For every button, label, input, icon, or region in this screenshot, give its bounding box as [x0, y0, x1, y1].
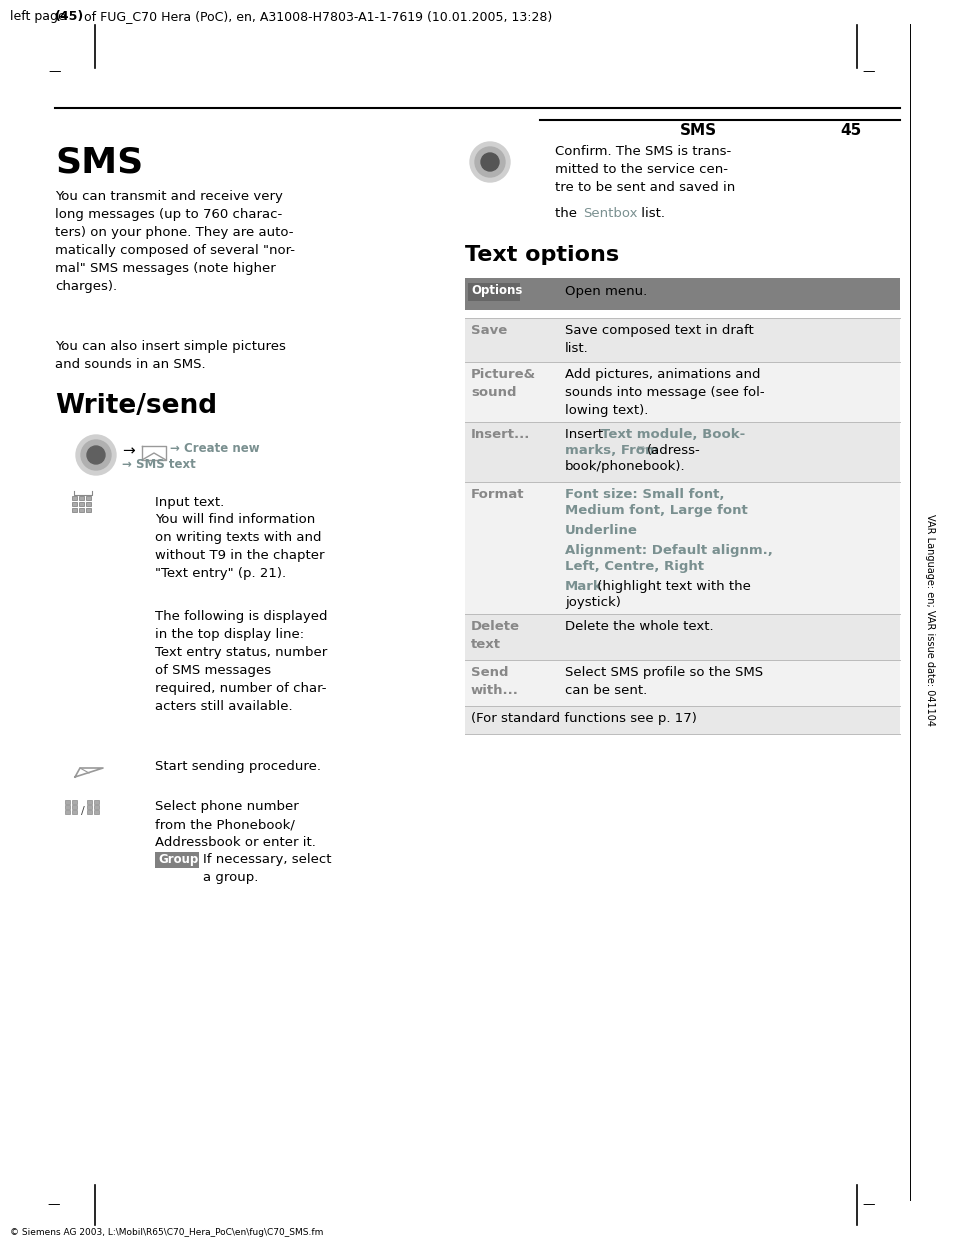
Bar — [87, 810, 91, 814]
Text: Start sending procedure.: Start sending procedure. — [154, 760, 320, 773]
Text: Save: Save — [471, 324, 507, 336]
Bar — [65, 810, 70, 814]
Text: (adress-: (adress- — [646, 444, 700, 457]
Bar — [71, 502, 77, 506]
Bar — [464, 422, 899, 482]
Text: →: → — [122, 444, 134, 459]
Text: Alignment: Default alignm.,: Alignment: Default alignm., — [564, 545, 772, 557]
Bar — [464, 363, 899, 422]
Bar — [71, 508, 77, 512]
Text: (For standard functions see p. 17): (For standard functions see p. 17) — [471, 711, 696, 725]
Bar — [71, 800, 77, 804]
Text: Select phone number
from the Phonebook/
Addressbook or enter it.: Select phone number from the Phonebook/ … — [154, 800, 315, 849]
Text: You can transmit and receive very
long messages (up to 760 charac-
ters) on your: You can transmit and receive very long m… — [55, 189, 294, 293]
Text: Delete
text: Delete text — [471, 621, 519, 650]
Text: joystick): joystick) — [564, 596, 620, 609]
Text: Picture&
sound: Picture& sound — [471, 368, 536, 399]
Text: SMS: SMS — [55, 145, 143, 179]
Text: left page: left page — [10, 10, 70, 22]
Text: of FUG_C70 Hera (PoC), en, A31008-H7803-A1-1-7619 (10.01.2005, 13:28): of FUG_C70 Hera (PoC), en, A31008-H7803-… — [80, 10, 552, 22]
Text: Input text.: Input text. — [154, 496, 224, 510]
Bar — [464, 278, 899, 310]
Text: Confirm. The SMS is trans-
mitted to the service cen-
tre to be sent and saved i: Confirm. The SMS is trans- mitted to the… — [555, 145, 735, 194]
Text: Text module, Book-: Text module, Book- — [600, 427, 744, 441]
Text: (highlight text with the: (highlight text with the — [593, 579, 750, 593]
Text: Sentbox: Sentbox — [582, 207, 637, 221]
Text: Group: Group — [158, 854, 198, 866]
Text: Open menu.: Open menu. — [564, 285, 646, 298]
Text: list.: list. — [637, 207, 664, 221]
Text: —: — — [47, 1197, 59, 1211]
Bar — [94, 805, 99, 809]
Text: Insert...: Insert... — [471, 427, 530, 441]
Text: Format: Format — [471, 488, 524, 501]
Text: If necessary, select
a group.: If necessary, select a group. — [203, 854, 331, 883]
Circle shape — [87, 446, 105, 464]
Bar — [79, 508, 84, 512]
Bar — [464, 706, 899, 734]
Bar — [87, 805, 91, 809]
Bar — [94, 800, 99, 804]
Text: /: / — [81, 806, 85, 816]
Bar — [79, 496, 84, 500]
Text: You will find information
on writing texts with and
without T9 in the chapter
"T: You will find information on writing tex… — [154, 513, 324, 579]
Bar — [154, 852, 199, 868]
Text: © Siemens AG 2003, L:\Mobil\R65\C70_Hera_PoC\en\fug\C70_SMS.fm: © Siemens AG 2003, L:\Mobil\R65\C70_Hera… — [10, 1229, 323, 1237]
Bar — [94, 810, 99, 814]
Text: Medium font, Large font: Medium font, Large font — [564, 503, 747, 517]
Bar — [71, 810, 77, 814]
Bar — [464, 318, 899, 363]
Text: 45: 45 — [840, 123, 861, 138]
Text: book/phonebook).: book/phonebook). — [564, 460, 685, 473]
Text: —: — — [862, 1197, 874, 1211]
Circle shape — [475, 147, 504, 177]
Text: Select SMS profile so the SMS
can be sent.: Select SMS profile so the SMS can be sen… — [564, 667, 762, 697]
Bar — [65, 800, 70, 804]
Text: Write/send: Write/send — [55, 392, 217, 419]
Text: SMS: SMS — [679, 123, 717, 138]
Text: VAR Language: en; VAR issue date: 041104: VAR Language: en; VAR issue date: 041104 — [924, 515, 934, 726]
Circle shape — [480, 153, 498, 171]
Text: —: — — [48, 65, 60, 78]
Text: Underline: Underline — [564, 525, 638, 537]
Bar — [86, 502, 91, 506]
Text: marks, From: marks, From — [564, 444, 662, 457]
Circle shape — [81, 440, 111, 470]
Bar — [71, 805, 77, 809]
Text: Options: Options — [471, 284, 522, 297]
Bar — [468, 283, 519, 302]
Bar — [86, 496, 91, 500]
Bar — [65, 805, 70, 809]
Bar — [464, 660, 899, 706]
Bar — [464, 614, 899, 660]
Circle shape — [76, 435, 116, 475]
Text: Send
with...: Send with... — [471, 667, 518, 697]
Text: the: the — [555, 207, 580, 221]
Text: → SMS text: → SMS text — [122, 459, 195, 471]
Circle shape — [470, 142, 510, 182]
Text: Insert: Insert — [564, 427, 607, 441]
Text: → Create new: → Create new — [170, 442, 259, 455]
Bar — [87, 800, 91, 804]
Bar — [79, 502, 84, 506]
Bar — [71, 496, 77, 500]
Text: Text options: Text options — [464, 245, 618, 265]
Text: Delete the whole text.: Delete the whole text. — [564, 621, 713, 633]
Text: Left, Centre, Right: Left, Centre, Right — [564, 559, 703, 573]
Text: You can also insert simple pictures
and sounds in an SMS.: You can also insert simple pictures and … — [55, 340, 286, 371]
Text: Mark: Mark — [564, 579, 602, 593]
Text: Save composed text in draft
list.: Save composed text in draft list. — [564, 324, 753, 355]
Text: Add pictures, animations and
sounds into message (see fol-
lowing text).: Add pictures, animations and sounds into… — [564, 368, 763, 417]
Text: —: — — [862, 65, 874, 78]
Bar — [464, 482, 899, 614]
Text: (45): (45) — [55, 10, 84, 22]
Text: The following is displayed
in the top display line:
Text entry status, number
of: The following is displayed in the top di… — [154, 611, 327, 713]
Text: Font size: Small font,: Font size: Small font, — [564, 488, 723, 501]
Text: ✏: ✏ — [637, 444, 646, 454]
Bar — [86, 508, 91, 512]
